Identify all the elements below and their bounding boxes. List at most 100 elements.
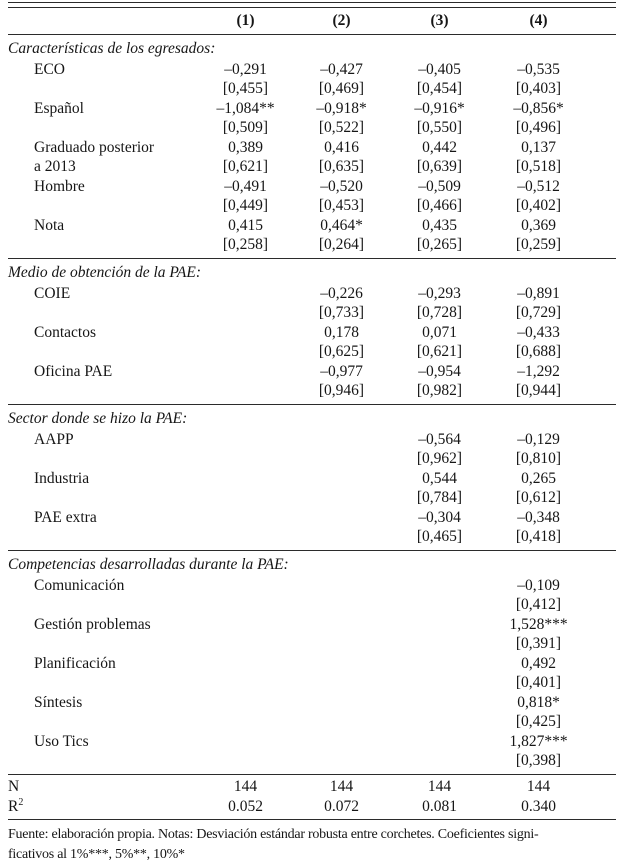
stderr-cell [293, 752, 390, 771]
stat-label: R2 [8, 796, 24, 815]
stderr-cell [198, 450, 293, 469]
table-footnote: Fuente: elaboración propia. Notas: Desvi… [8, 820, 616, 865]
coefficient-cell: –0,304 [418, 509, 461, 526]
stderr-cell [390, 596, 489, 615]
stderr-cell: [0,391] [515, 634, 562, 652]
coefficient-cell [293, 733, 390, 752]
table-row: Comunicación –0,109 [0,412] [8, 577, 616, 614]
coefficient-cell: 0,389 [228, 139, 263, 156]
stderr-cell [293, 596, 390, 615]
section-title: Características de los egresados: [8, 40, 216, 57]
stderr-cell: [0,449] [222, 196, 269, 214]
stats-row-n: N 144 144 144 144 [8, 777, 616, 797]
coefficient-cell [293, 694, 390, 713]
row-label: Planificación [34, 655, 116, 672]
stderr-cell [390, 713, 489, 732]
coefficient-cell [390, 577, 489, 596]
coefficient-cell [198, 694, 293, 713]
stderr-cell [390, 752, 489, 771]
stderr-cell [390, 635, 489, 654]
stderr-cell: [0,522] [318, 118, 365, 136]
row-label: ECO [34, 61, 65, 78]
coefficient-cell: –0,226 [320, 285, 363, 302]
row-label: Industria [34, 470, 90, 487]
stderr-cell [293, 635, 390, 654]
coefficient-cell: –0,977 [320, 363, 363, 380]
coefficient-cell: –1,084** [216, 100, 275, 117]
stderr-cell [293, 713, 390, 732]
stderr-cell: [0,509] [222, 118, 269, 136]
stderr-cell: [0,402] [515, 196, 562, 214]
stderr-cell [293, 489, 390, 508]
table-row: COIE –0,226 –0,293 –0,891 [0,733] [0,728… [8, 285, 616, 322]
coefficient-cell [293, 509, 390, 528]
stat-value: 0.081 [422, 798, 457, 815]
row-label-continuation [8, 382, 198, 401]
coefficient-cell: 1,528*** [509, 616, 568, 633]
row-label: Síntesis [34, 694, 83, 711]
table-sections: Características de los egresados: ECO –0… [8, 35, 616, 775]
table-row: ECO –0,291 –0,427 –0,405 –0,535 [0,455] … [8, 61, 616, 98]
coefficient-cell [198, 509, 293, 528]
footnote-line: ficativos al 1%***, 5%**, 10%* [8, 847, 185, 862]
coefficient-cell: –0,916* [414, 100, 465, 117]
coefficient-cell: 0,265 [521, 470, 556, 487]
stderr-cell: [0,612] [515, 488, 562, 506]
table-row: Nota 0,415 0,464* 0,435 0,369 [0,258] [0… [8, 217, 616, 254]
row-label: PAE extra [34, 509, 97, 526]
coefficient-cell: –0,348 [517, 509, 560, 526]
row-label: Comunicación [34, 577, 125, 594]
row-label-continuation [8, 674, 198, 693]
stderr-cell [390, 674, 489, 693]
coefficient-cell [293, 470, 390, 489]
coefficient-cell: 0,071 [422, 324, 457, 341]
coefficient-cell: –0,954 [418, 363, 461, 380]
row-label: Español [34, 100, 84, 117]
stat-value: 144 [526, 778, 551, 795]
row-label: Graduado posterior [34, 139, 155, 156]
stderr-cell: [0,454] [416, 79, 463, 97]
stderr-cell: [0,688] [515, 342, 562, 360]
table-row: AAPP –0,564 –0,129 [0,962] [0,810] [8, 431, 616, 468]
stats-block: N 144 144 144 144 R2 0.052 0.072 0.081 0… [8, 775, 616, 820]
row-label-continuation: a 2013 [34, 157, 76, 175]
coefficient-cell: –0,891 [517, 285, 560, 302]
coefficient-cell [390, 694, 489, 713]
stderr-cell: [0,621] [222, 157, 269, 175]
coefficient-cell: –0,129 [517, 431, 560, 448]
stderr-cell: [0,403] [515, 79, 562, 97]
row-label: Contactos [34, 324, 96, 341]
coefficient-cell [293, 431, 390, 450]
row-label: AAPP [34, 431, 74, 448]
table-row: Graduado posterior 0,389 0,416 0,442 0,1… [8, 139, 616, 176]
table-top-rule [8, 2, 616, 8]
stderr-cell: [0,550] [416, 118, 463, 136]
row-label: Hombre [34, 178, 85, 195]
stderr-cell [198, 713, 293, 732]
column-header: (1) [236, 12, 255, 29]
row-label: Oficina PAE [34, 363, 113, 380]
coefficient-cell [198, 577, 293, 596]
coefficient-cell: –0,918* [316, 100, 367, 117]
row-label-continuation [8, 80, 198, 99]
stderr-cell: [0,621] [416, 342, 463, 360]
coefficient-cell [198, 655, 293, 674]
table-row: Oficina PAE –0,977 –0,954 –1,292 [0,946]… [8, 363, 616, 400]
table-row: Industria 0,544 0,265 [0,784] [0,612] [8, 470, 616, 507]
coefficient-cell [198, 324, 293, 343]
stderr-cell: [0,982] [416, 381, 463, 399]
table-section: Sector donde se hizo la PAE: AAPP –0,564… [8, 405, 616, 551]
section-title: Medio de obtención de la PAE: [8, 264, 201, 281]
stderr-cell [198, 489, 293, 508]
stderr-cell [293, 450, 390, 469]
section-rows: AAPP –0,564 –0,129 [0,962] [0,810] Indus… [8, 431, 616, 546]
coefficient-cell: –0,433 [517, 324, 560, 341]
row-label-continuation [8, 304, 198, 323]
stderr-cell: [0,944] [515, 381, 562, 399]
stderr-cell: [0,265] [416, 235, 463, 253]
stderr-cell: [0,418] [515, 527, 562, 545]
stderr-cell [198, 304, 293, 323]
coefficient-cell: –0,491 [224, 178, 267, 195]
table-section: Características de los egresados: ECO –0… [8, 35, 616, 259]
coefficient-cell [198, 470, 293, 489]
